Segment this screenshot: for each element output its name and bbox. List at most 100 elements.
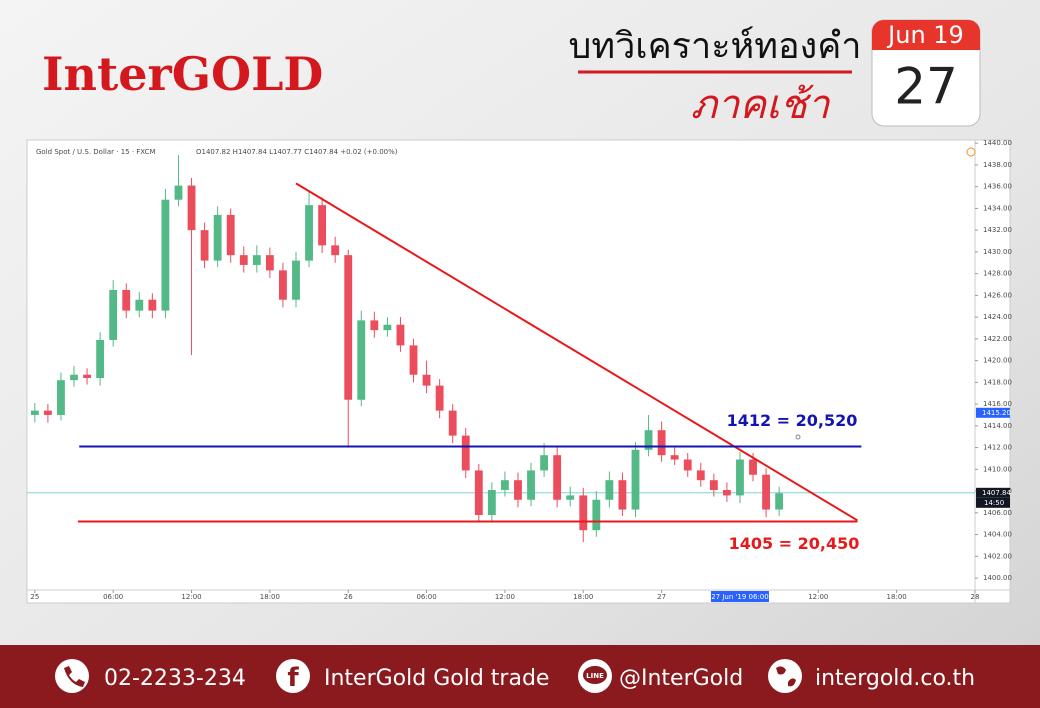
candle-body (644, 430, 653, 450)
candle-body (579, 495, 588, 531)
price-tag (976, 407, 1010, 418)
x-tick-label: 12:00 (181, 593, 201, 601)
x-tick-label: 06:00 (103, 593, 123, 601)
y-tick-label: 1436.00 (983, 183, 1012, 191)
x-tick-label: 28 (971, 593, 980, 601)
candle-body (709, 480, 718, 490)
candle-body (448, 410, 457, 436)
candle-body (200, 230, 209, 261)
y-tick-label: 1404.00 (983, 531, 1012, 539)
candle-body (605, 480, 614, 500)
candle-body (514, 480, 522, 500)
candle-body (722, 489, 731, 496)
candle-body (775, 493, 784, 510)
y-tick-label: 1422.00 (983, 335, 1012, 343)
candle-body (265, 255, 274, 271)
chart-panel (26, 139, 1011, 604)
annotation: 1405 = 20,450 (729, 534, 860, 553)
candle-body (631, 449, 640, 510)
candle-body (461, 435, 470, 471)
title: บทวิเคราะห์ทองคำ (568, 26, 861, 67)
x-tick-label: 12:00 (808, 593, 828, 601)
candle-body (148, 299, 157, 311)
candle-body (43, 410, 52, 415)
candle-body (57, 380, 65, 415)
candle-body (357, 320, 366, 400)
line-id: @InterGold (619, 666, 743, 691)
price-tag-label: 1407.84 (982, 489, 1011, 497)
drawn-line (295, 182, 858, 522)
candle-body (501, 480, 509, 490)
x-tick-label: 18:00 (573, 593, 593, 601)
candle-body (279, 270, 287, 300)
candle-body (370, 320, 379, 331)
candle-body (239, 255, 248, 265)
candle-body (122, 289, 131, 311)
countdown-box (976, 497, 1010, 508)
candle-body (318, 205, 327, 246)
y-tick-label: 1418.00 (983, 378, 1012, 386)
x-tick-label: 27 (657, 593, 666, 601)
countdown-label: 14:50 (984, 499, 1004, 507)
y-tick-label: 1414.00 (983, 422, 1012, 430)
candle-body (749, 459, 757, 475)
facebook: InterGold Gold trade (324, 666, 549, 691)
candle-body (174, 185, 183, 200)
candle-body (540, 455, 549, 471)
candle-body (83, 374, 91, 379)
candle-body (109, 289, 118, 340)
x-tick-label: 26 (344, 593, 353, 601)
candle-body (736, 459, 744, 496)
candle-body (396, 324, 405, 346)
candle-body (696, 470, 705, 481)
x-tick-label: 06:00 (416, 593, 436, 601)
y-tick-label: 1420.00 (983, 357, 1012, 365)
price-tag-label: 1415.20 (982, 409, 1011, 417)
y-tick-label: 1410.00 (983, 465, 1012, 473)
cursor-time-box (710, 591, 769, 602)
candle-body (30, 410, 39, 415)
y-tick-label: 1402.00 (983, 552, 1012, 560)
candle-body (70, 374, 78, 381)
y-tick-label: 1430.00 (983, 248, 1012, 256)
calendar-day: 27 (894, 58, 958, 116)
candle-body (331, 245, 340, 256)
y-tick-label: 1424.00 (983, 313, 1012, 321)
annotation: 1412 = 20,520 (727, 411, 858, 430)
price-tag (976, 487, 1010, 498)
y-tick-label: 1406.00 (983, 509, 1012, 517)
y-tick-label: 1400.00 (983, 574, 1012, 582)
y-tick-label: 1434.00 (983, 204, 1012, 212)
candle-body (409, 345, 418, 375)
alert-icon (966, 147, 976, 157)
ohlc-legend: O1407.82 H1407.84 L1407.77 C1407.84 +0.0… (196, 148, 398, 156)
candle-body (762, 474, 770, 510)
candle-body (487, 489, 496, 515)
y-tick-label: 1426.00 (983, 291, 1012, 299)
y-tick-label: 1416.00 (983, 400, 1012, 408)
candle-body (252, 255, 261, 265)
candle-body (435, 385, 444, 411)
candle-body (553, 455, 562, 500)
candle-body (422, 374, 431, 386)
calendar-month: Jun 19 (886, 21, 964, 49)
logo: InterGOLD (42, 47, 323, 101)
candle-body (618, 480, 627, 510)
phone: 02-2233-234 (104, 666, 246, 691)
symbol: Gold Spot / U.S. Dollar · 15 · FXCM (36, 148, 156, 156)
candle-body (592, 499, 601, 531)
cursor-dot (795, 434, 801, 440)
candle-body (683, 459, 692, 471)
candle-body (187, 185, 196, 231)
svg-text:f: f (287, 663, 299, 693)
subtitle: ภาคเช้า (691, 82, 831, 128)
y-tick-label: 1440.00 (983, 139, 1012, 147)
calendar: Jun 19 27 (871, 19, 981, 127)
candle-body (292, 260, 300, 300)
y-tick-label: 1428.00 (983, 270, 1012, 278)
candle-body (161, 199, 170, 311)
candle-body (657, 430, 666, 456)
candle-body (213, 214, 222, 261)
candle-body (96, 339, 105, 379)
